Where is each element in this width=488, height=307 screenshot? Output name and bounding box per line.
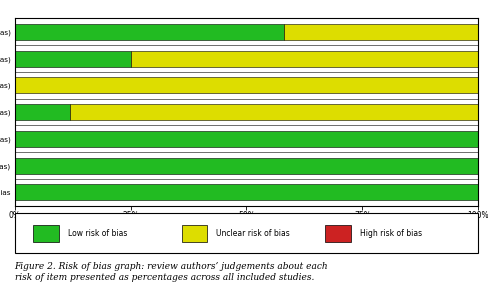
Bar	[70, 104, 478, 120]
FancyBboxPatch shape	[325, 224, 351, 243]
Bar	[15, 184, 478, 200]
Bar	[15, 157, 478, 173]
Text: High risk of bias: High risk of bias	[360, 229, 422, 238]
Text: Figure 2. Risk of bias graph: review authors’ judgements about each
risk of item: Figure 2. Risk of bias graph: review aut…	[15, 262, 328, 282]
Bar	[131, 51, 478, 67]
Bar	[15, 104, 70, 120]
FancyBboxPatch shape	[182, 224, 207, 243]
Bar	[284, 24, 478, 40]
Bar	[15, 24, 284, 40]
Bar	[15, 131, 478, 147]
FancyBboxPatch shape	[33, 224, 59, 243]
Text: Unclear risk of bias: Unclear risk of bias	[216, 229, 290, 238]
FancyBboxPatch shape	[15, 213, 478, 253]
Bar	[15, 51, 131, 67]
Text: Low risk of bias: Low risk of bias	[68, 229, 127, 238]
Bar	[15, 77, 478, 93]
